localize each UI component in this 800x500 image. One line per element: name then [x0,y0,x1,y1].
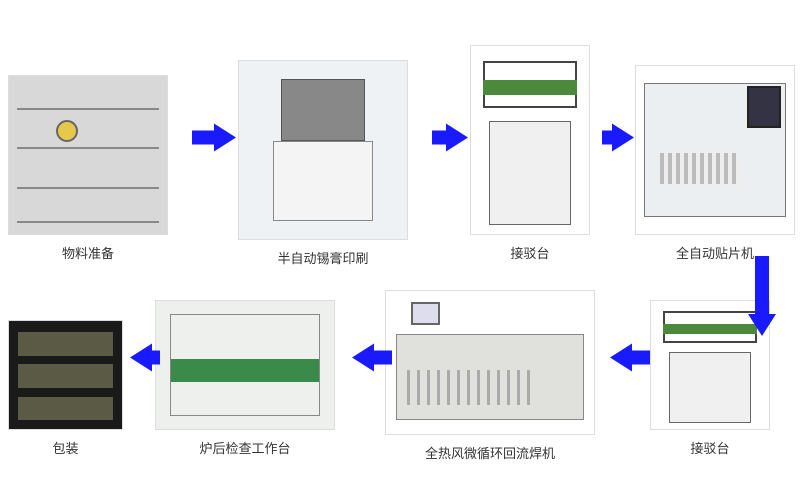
station-image-oven [385,290,595,435]
station-label: 炉后检查工作台 [199,438,290,457]
station-label: 全自动贴片机 [676,243,754,262]
station-label: 接驳台 [690,438,729,457]
station-s4: 全自动贴片机 [635,65,795,262]
station-s6: 全热风微循环回流焊机 [385,290,595,462]
station-image-inspection [155,300,335,430]
flow-arrow [748,256,776,341]
station-image-pickplace [635,65,795,235]
flow-arrow [192,124,236,157]
station-s8: 包装 [8,320,123,457]
station-label: 接驳台 [510,243,549,262]
station-image-conveyor [470,45,590,235]
flow-arrow [602,124,634,157]
flow-arrow [432,124,468,157]
flow-arrow [130,344,160,377]
station-s2: 半自动锡膏印刷 [238,60,408,267]
station-image-printer [238,60,408,240]
station-label: 半自动锡膏印刷 [277,248,368,267]
station-s3: 接驳台 [470,45,590,262]
station-image-tray [8,320,123,430]
station-s7: 炉后检查工作台 [155,300,335,457]
flow-arrow [610,344,650,377]
station-label: 物料准备 [62,243,114,262]
station-label: 全热风微循环回流焊机 [425,443,555,462]
station-s1: 物料准备 [8,75,168,262]
station-image-shelf [8,75,168,235]
station-label: 包装 [52,438,78,457]
flow-arrow [352,344,392,377]
